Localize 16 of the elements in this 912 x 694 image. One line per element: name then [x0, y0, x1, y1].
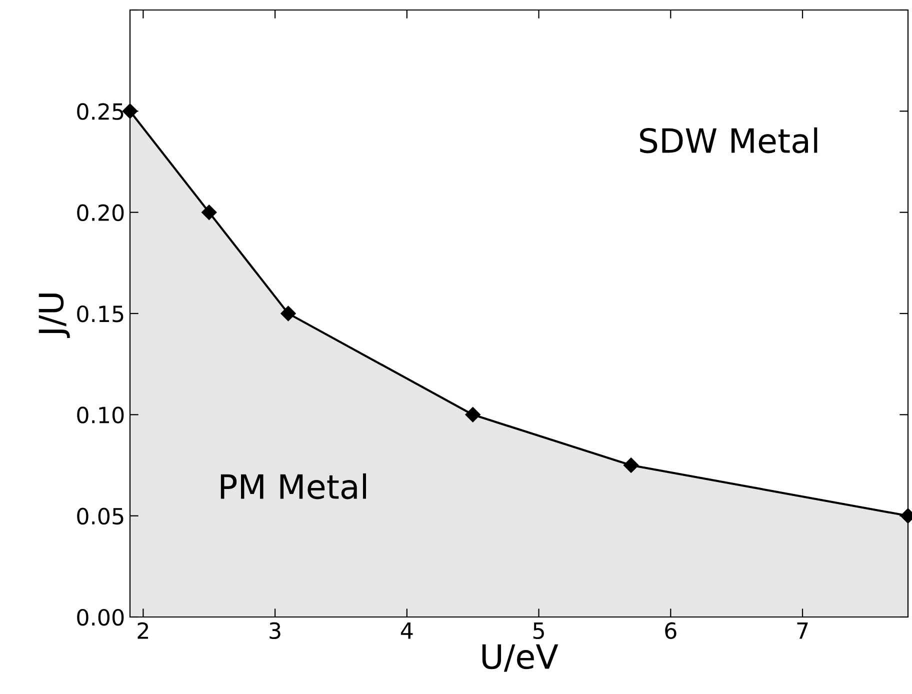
y-tick-label: 0.10 [77, 406, 124, 424]
y-tick-label: 0.00 [77, 608, 124, 626]
y-axis-title: J/U [38, 294, 70, 338]
y-tick-label: 0.20 [77, 204, 124, 222]
x-tick-label: 3 [270, 622, 280, 640]
y-tick-label: 0.15 [77, 305, 124, 322]
x-tick-label: 4 [400, 622, 413, 639]
y-tick-label: 0.25 [77, 103, 124, 120]
annotation: PM Metal [220, 473, 366, 500]
annotation: SDW Metal [640, 127, 818, 154]
x-tick-label: 2 [138, 622, 148, 639]
x-tick-label: 6 [665, 622, 676, 640]
x-tick-label: 5 [533, 622, 544, 640]
y-tick-label: 0.05 [77, 508, 124, 525]
x-axis-title: U/eV [482, 644, 558, 672]
x-tick-label: 7 [797, 622, 808, 639]
